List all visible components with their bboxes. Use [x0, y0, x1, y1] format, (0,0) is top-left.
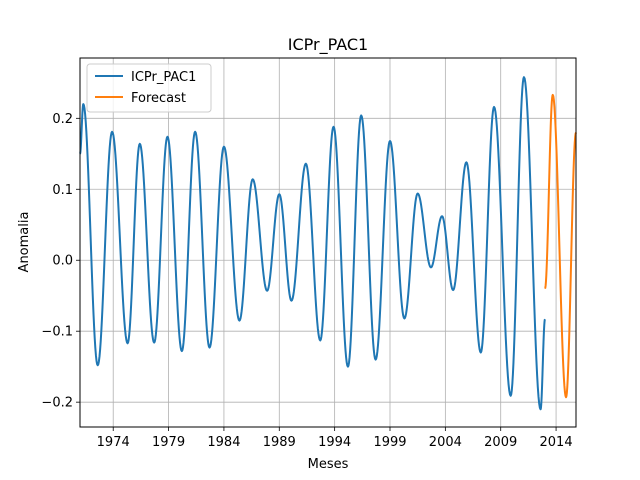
y-tick-label: 0.0 — [52, 254, 73, 269]
x-tick-label: 1979 — [152, 435, 185, 450]
legend: ICPr_PAC1 Forecast — [86, 63, 212, 113]
x-tick-label: 2009 — [484, 435, 517, 450]
y-tick-label: 0.1 — [52, 183, 73, 198]
series-lines — [79, 76, 577, 411]
chart-title: ICPr_PAC1 — [288, 35, 368, 55]
series-line-icpr-pac1 — [79, 76, 546, 411]
x-tick-label: 2014 — [540, 435, 573, 450]
x-tick-label: 1994 — [318, 435, 351, 450]
axis-ticks: 1974 1979 1984 1989 1994 1999 2004 2009 2014 −0.2… — [41, 112, 572, 450]
y-tick-label: 0.2 — [52, 112, 73, 127]
y-tick-label: −0.1 — [41, 325, 73, 340]
legend-label-forecast: Forecast — [131, 91, 186, 106]
y-tick-label: −0.2 — [41, 396, 73, 411]
x-tick-label: 1989 — [263, 435, 296, 450]
x-tick-label: 1974 — [97, 435, 130, 450]
x-tick-label: 2004 — [429, 435, 462, 450]
plot-frame — [79, 57, 577, 428]
legend-label-icpr: ICPr_PAC1 — [131, 70, 196, 85]
x-tick-label: 1999 — [373, 435, 406, 450]
series-line-forecast — [544, 93, 577, 399]
x-axis-label: Meses — [308, 457, 349, 472]
x-tick-label: 1984 — [207, 435, 240, 450]
y-axis-label: Anomalia — [17, 212, 32, 273]
